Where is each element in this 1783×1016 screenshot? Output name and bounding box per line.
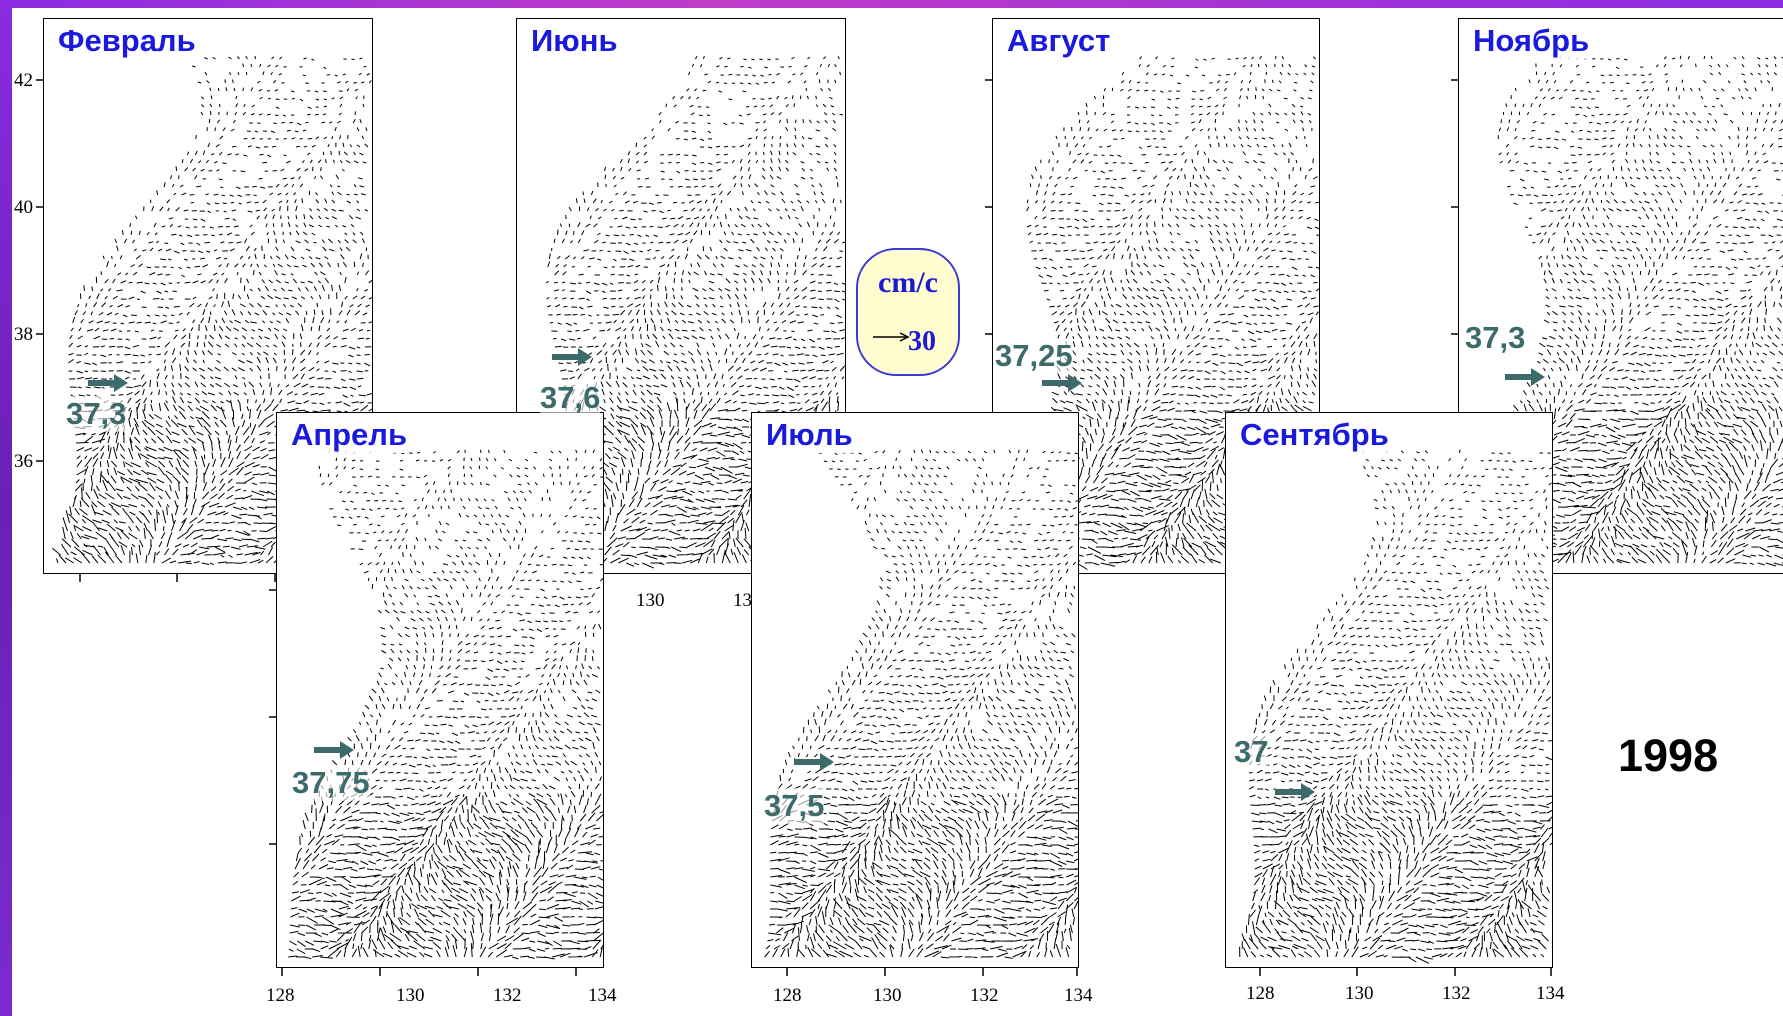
value-label-september: 37 [1234, 734, 1269, 770]
y-tick-36: 36 [14, 451, 33, 472]
x-tick-sep-128: 128 [1246, 983, 1275, 1004]
arrow-marker-february-icon [88, 374, 128, 392]
x-tick-jul-130: 130 [873, 985, 902, 1006]
arrow-marker-august-icon [1042, 374, 1082, 392]
panel-july: Июль [751, 412, 1079, 968]
x-tick-top-13: 13 [733, 590, 752, 611]
scale-arrow-icon [873, 332, 910, 342]
month-label: Февраль [56, 23, 198, 59]
x-tick-jul-134: 134 [1064, 985, 1093, 1006]
x-tick-jul-132: 132 [970, 985, 999, 1006]
value-label-august: 37,25 [995, 338, 1073, 374]
x-tick-apr-128: 128 [266, 985, 295, 1006]
y-tick-40: 40 [14, 197, 33, 218]
velocity-scale-legend: cm/c 30 [856, 248, 960, 376]
y-tick-42: 42 [14, 70, 33, 91]
frame-left-border [0, 0, 12, 1016]
arrow-marker-september-icon [1275, 783, 1315, 801]
y-tick-38: 38 [14, 324, 33, 345]
frame-top-border [0, 0, 1783, 8]
arrow-marker-june-icon [552, 348, 592, 366]
month-label: Ноябрь [1471, 23, 1592, 59]
current-vector-field [1239, 449, 1552, 964]
arrow-marker-april-icon [314, 741, 354, 759]
scale-unit-label: cm/c [878, 266, 938, 299]
x-tick-jul-128: 128 [773, 985, 802, 1006]
x-tick-apr-132: 132 [493, 985, 522, 1006]
arrow-marker-november-icon [1505, 368, 1545, 386]
value-label-june: 37,6 [540, 380, 601, 416]
x-tick-top-130: 130 [636, 590, 665, 611]
panel-september: Сентябрь [1225, 412, 1553, 968]
arrow-marker-july-icon [794, 753, 834, 771]
month-label: Апрель [289, 417, 410, 453]
value-label-july: 37,5 [764, 788, 825, 824]
vector-arrows [1239, 449, 1552, 964]
value-label-february: 37,3 [66, 396, 127, 432]
vector-arrows [764, 449, 1078, 959]
month-label: Сентябрь [1238, 417, 1391, 453]
current-vector-field [764, 449, 1078, 959]
x-tick-sep-130: 130 [1345, 983, 1374, 1004]
year-label: 1998 [1618, 730, 1719, 781]
x-tick-apr-134: 134 [588, 985, 617, 1006]
value-label-november: 37,3 [1465, 320, 1526, 356]
current-vector-field [288, 449, 603, 960]
month-label: Июнь [529, 23, 620, 59]
x-tick-sep-134: 134 [1536, 983, 1565, 1004]
value-label-april: 37,75 [292, 765, 370, 801]
month-label: Июль [764, 417, 855, 453]
x-tick-sep-132: 132 [1442, 983, 1471, 1004]
scale-value-label: 30 [908, 326, 936, 357]
x-tick-apr-130: 130 [396, 985, 425, 1006]
panel-april: Апрель [276, 412, 604, 968]
month-label: Август [1005, 23, 1113, 59]
vector-arrows [288, 449, 603, 960]
